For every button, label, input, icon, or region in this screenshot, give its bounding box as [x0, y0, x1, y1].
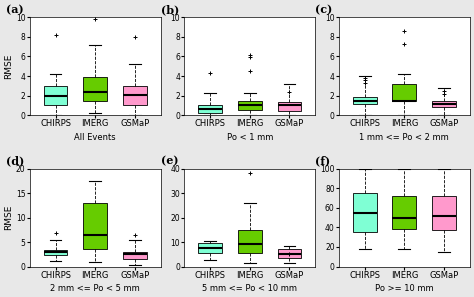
PathPatch shape — [238, 230, 262, 253]
PathPatch shape — [392, 196, 416, 229]
PathPatch shape — [353, 193, 376, 232]
PathPatch shape — [83, 77, 107, 100]
PathPatch shape — [432, 100, 456, 108]
PathPatch shape — [238, 100, 262, 110]
Y-axis label: RMSE: RMSE — [4, 205, 13, 230]
PathPatch shape — [198, 105, 222, 113]
PathPatch shape — [123, 86, 147, 105]
Text: (e): (e) — [161, 156, 178, 167]
X-axis label: Po >= 10 mm: Po >= 10 mm — [375, 284, 434, 293]
PathPatch shape — [83, 203, 107, 249]
Text: (a): (a) — [6, 4, 24, 15]
PathPatch shape — [278, 102, 301, 111]
Text: (c): (c) — [315, 4, 333, 15]
PathPatch shape — [44, 250, 67, 255]
PathPatch shape — [198, 243, 222, 253]
X-axis label: Po < 1 mm: Po < 1 mm — [227, 132, 273, 142]
Y-axis label: RMSE: RMSE — [4, 53, 13, 79]
X-axis label: 5 mm <= Po < 10 mm: 5 mm <= Po < 10 mm — [202, 284, 297, 293]
PathPatch shape — [278, 249, 301, 258]
PathPatch shape — [353, 97, 376, 105]
PathPatch shape — [432, 196, 456, 230]
PathPatch shape — [44, 86, 67, 105]
Text: (b): (b) — [161, 4, 179, 15]
X-axis label: 1 mm <= Po < 2 mm: 1 mm <= Po < 2 mm — [359, 132, 449, 142]
PathPatch shape — [392, 84, 416, 100]
X-axis label: All Events: All Events — [74, 132, 116, 142]
X-axis label: 2 mm <= Po < 5 mm: 2 mm <= Po < 5 mm — [50, 284, 140, 293]
Text: (d): (d) — [6, 156, 25, 167]
PathPatch shape — [123, 252, 147, 259]
Text: (f): (f) — [315, 156, 330, 167]
